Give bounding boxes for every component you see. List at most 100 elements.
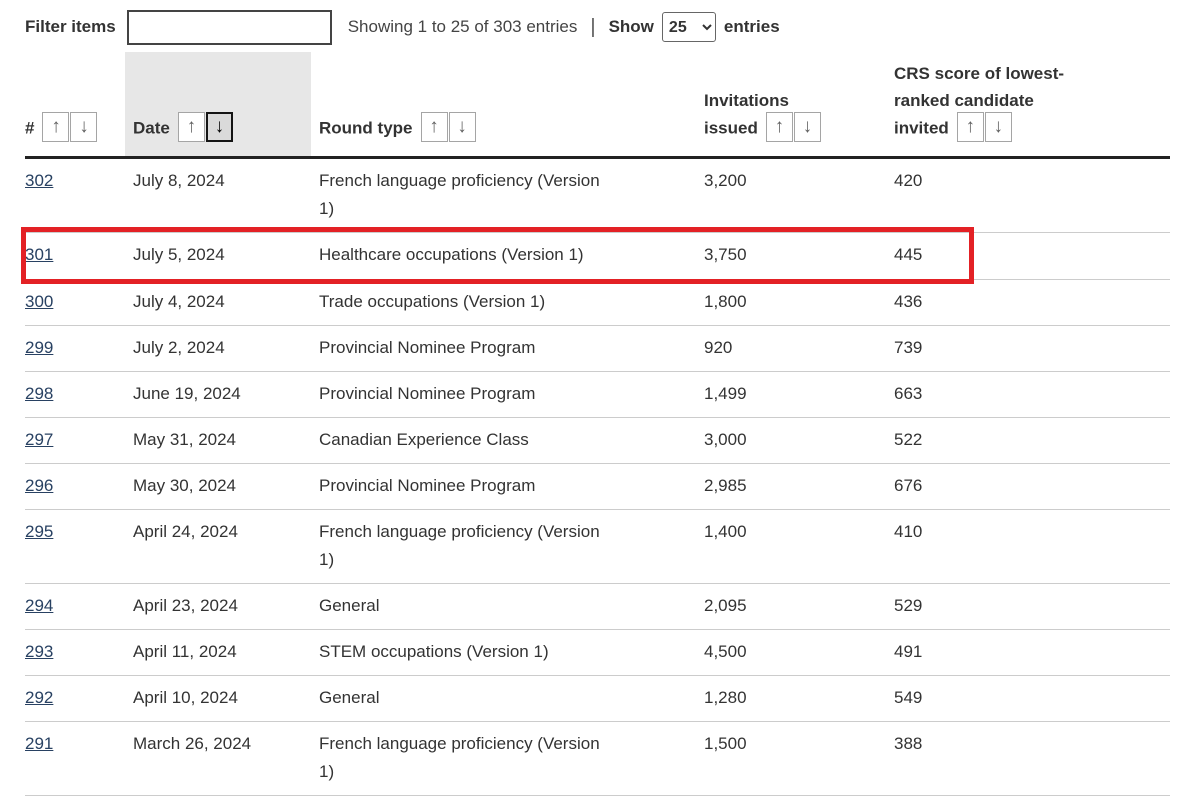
- round-number-link[interactable]: 294: [25, 595, 54, 615]
- col-header-round-type: Round type ↑ ↓: [311, 52, 696, 160]
- round-type: Provincial Nominee Program: [311, 325, 696, 372]
- round-number-link[interactable]: 300: [25, 291, 54, 311]
- filter-items-input[interactable]: [126, 9, 332, 45]
- crs-score: 420: [886, 157, 1170, 234]
- divider: |: [590, 15, 596, 38]
- round-number-cell: 294: [25, 583, 125, 630]
- sort-ascending-button[interactable]: ↑: [42, 112, 70, 143]
- crs-score: 739: [886, 325, 1170, 372]
- round-number-link[interactable]: 301: [25, 245, 54, 265]
- round-number-cell: 292: [25, 675, 125, 722]
- round-date: May 30, 2024: [125, 463, 311, 510]
- invitations-issued: 4,500: [696, 629, 886, 676]
- sort-ascending-button[interactable]: ↑: [956, 112, 984, 143]
- round-date: July 4, 2024: [125, 279, 311, 326]
- crs-score: 663: [886, 371, 1170, 418]
- col-header-date: Date ↑ ↓: [125, 52, 311, 160]
- col-label-crs-score: CRS score of lowest-ranked candidate inv…: [894, 64, 1065, 138]
- table-row: 292 April 10, 2024 General 1,280 549: [25, 675, 1170, 722]
- round-type: STEM occupations (Version 1): [311, 629, 696, 676]
- col-label-date: Date: [133, 118, 170, 138]
- table-body: 302 July 8, 2024 French language profici…: [25, 157, 1170, 796]
- round-number-cell: 298: [25, 371, 125, 418]
- sort-ascending-button[interactable]: ↑: [765, 112, 793, 143]
- sort-ascending-button[interactable]: ↑: [420, 112, 448, 143]
- crs-score: 436: [886, 279, 1170, 326]
- round-number-cell: 299: [25, 325, 125, 372]
- round-type: Trade occupations (Version 1): [311, 279, 696, 326]
- round-type: Provincial Nominee Program: [311, 463, 696, 510]
- round-number-link[interactable]: 297: [25, 429, 54, 449]
- table-row: 302 July 8, 2024 French language profici…: [25, 157, 1170, 234]
- round-number-link[interactable]: 293: [25, 641, 54, 661]
- showing-entries-status: Showing 1 to 25 of 303 entries: [347, 17, 578, 36]
- sort-descending-button[interactable]: ↓: [448, 112, 476, 143]
- col-header-invitations: Invitations issued ↑ ↓: [696, 52, 886, 160]
- round-number-cell: 300: [25, 279, 125, 326]
- round-date: April 24, 2024: [125, 509, 311, 584]
- col-label-round-type: Round type: [319, 118, 413, 138]
- crs-score: 388: [886, 721, 1170, 796]
- invitations-issued: 2,985: [696, 463, 886, 510]
- col-header-crs-score: CRS score of lowest-ranked candidate inv…: [886, 52, 1170, 160]
- table-row: 298 June 19, 2024 Provincial Nominee Pro…: [25, 371, 1170, 418]
- page-size-select[interactable]: 25: [661, 12, 716, 42]
- table-row: 296 May 30, 2024 Provincial Nominee Prog…: [25, 463, 1170, 510]
- invitations-issued: 1,800: [696, 279, 886, 326]
- table-row: 300 July 4, 2024 Trade occupations (Vers…: [25, 279, 1170, 326]
- sort-descending-button[interactable]: ↓: [793, 112, 821, 143]
- table-controls: Filter items Showing 1 to 25 of 303 entr…: [25, 8, 1170, 46]
- col-header-number: # ↑ ↓: [25, 52, 125, 160]
- crs-score: 676: [886, 463, 1170, 510]
- sort-controls-round-type: ↑ ↓: [420, 112, 476, 143]
- sort-descending-button[interactable]: ↓: [984, 112, 1012, 143]
- invitations-issued: 920: [696, 325, 886, 372]
- crs-score: 529: [886, 583, 1170, 630]
- round-type: French language proficiency (Version 1): [311, 509, 696, 584]
- round-date: May 31, 2024: [125, 417, 311, 464]
- col-label-number: #: [25, 118, 35, 138]
- crs-score: 549: [886, 675, 1170, 722]
- table-row: 291 March 26, 2024 French language profi…: [25, 721, 1170, 796]
- round-number-link[interactable]: 302: [25, 171, 54, 191]
- table-row: 301 July 5, 2024 Healthcare occupations …: [25, 232, 1170, 280]
- round-date: June 19, 2024: [125, 371, 311, 418]
- table-header: # ↑ ↓ Date ↑ ↓ Round type ↑ ↓ Invitations issu…: [25, 52, 1170, 160]
- round-number-link[interactable]: 299: [25, 337, 54, 357]
- round-number-cell: 293: [25, 629, 125, 676]
- round-date: July 5, 2024: [125, 232, 311, 280]
- show-label: Show: [608, 17, 654, 36]
- invitation-rounds-table: # ↑ ↓ Date ↑ ↓ Round type ↑ ↓ Invitations issu…: [25, 52, 1170, 796]
- round-number-link[interactable]: 292: [25, 687, 54, 707]
- invitations-issued: 3,750: [696, 232, 886, 280]
- table-row: 294 April 23, 2024 General 2,095 529: [25, 583, 1170, 630]
- round-date: March 26, 2024: [125, 721, 311, 796]
- crs-score: 445: [886, 232, 1170, 280]
- round-type: General: [311, 675, 696, 722]
- round-date: April 23, 2024: [125, 583, 311, 630]
- sort-controls-number: ↑ ↓: [42, 112, 98, 143]
- col-label-invitations: Invitations issued: [704, 91, 790, 138]
- entries-label: entries: [723, 17, 780, 36]
- round-number-link[interactable]: 298: [25, 383, 54, 403]
- crs-score: 491: [886, 629, 1170, 676]
- invitations-issued: 3,200: [696, 157, 886, 234]
- round-date: July 2, 2024: [125, 325, 311, 372]
- crs-score: 522: [886, 417, 1170, 464]
- round-date: April 11, 2024: [125, 629, 311, 676]
- round-type: French language proficiency (Version 1): [311, 721, 696, 796]
- round-date: April 10, 2024: [125, 675, 311, 722]
- round-number-cell: 301: [25, 232, 125, 280]
- sort-controls-crs-score: ↑ ↓: [956, 112, 1012, 143]
- round-type: Provincial Nominee Program: [311, 371, 696, 418]
- round-number-link[interactable]: 295: [25, 521, 54, 541]
- round-number-link[interactable]: 296: [25, 475, 54, 495]
- round-number-link[interactable]: 291: [25, 733, 54, 753]
- invitations-issued: 1,499: [696, 371, 886, 418]
- sort-descending-button[interactable]: ↓: [70, 112, 98, 143]
- invitations-issued: 1,280: [696, 675, 886, 722]
- round-number-cell: 291: [25, 721, 125, 796]
- sort-ascending-button[interactable]: ↑: [177, 112, 205, 143]
- sort-descending-button[interactable]: ↓: [205, 112, 233, 143]
